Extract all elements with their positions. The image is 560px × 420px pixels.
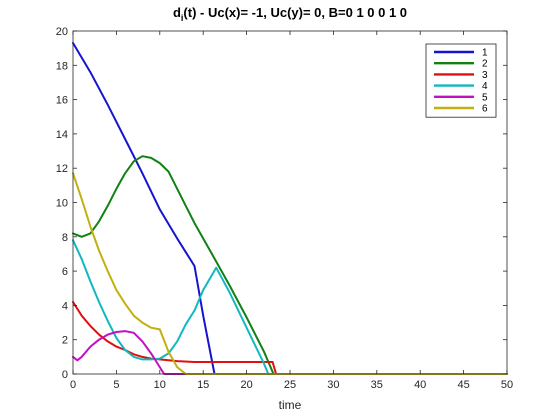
x-tick-label: 15	[197, 379, 209, 391]
legend-label-1: 1	[482, 48, 488, 59]
title-main: d	[173, 5, 181, 20]
y-tick-label: 4	[62, 300, 68, 312]
y-tick-label: 20	[56, 26, 68, 38]
legend-label-6: 6	[482, 104, 488, 115]
chart-title: di(t) - Uc(x)= -1, Uc(y)= 0, B=0 1 0 0 1…	[173, 5, 407, 23]
y-tick-label: 18	[56, 60, 68, 72]
title-rest: (t) - Uc(x)= -1, Uc(y)= 0, B=0 1 0 0 1 0	[183, 5, 407, 20]
series-line-5	[72, 330, 508, 375]
legend-box	[425, 43, 497, 118]
x-tick-label: 5	[113, 379, 119, 391]
legend-label-2: 2	[482, 59, 488, 70]
y-tick-label: 10	[56, 198, 68, 210]
y-tick-label: 6	[62, 266, 68, 278]
legend-label-3: 3	[482, 70, 488, 81]
x-axis-label: time	[279, 398, 302, 412]
x-tick-label: 30	[327, 379, 339, 391]
legend-label-5: 5	[482, 92, 488, 103]
legend-label-4: 4	[482, 81, 488, 92]
x-tick-label: 20	[240, 379, 252, 391]
series-line-2	[72, 155, 508, 375]
series-group	[72, 42, 508, 375]
x-tick-label: 35	[371, 379, 383, 391]
y-tick-label: 8	[62, 232, 68, 244]
x-tick-label: 50	[501, 379, 513, 391]
y-tick-label: 2	[62, 335, 68, 347]
x-tick-label: 25	[284, 379, 296, 391]
y-tick-label: 14	[56, 129, 68, 141]
series-line-6	[72, 172, 508, 375]
series-line-1	[72, 42, 508, 375]
x-tick-label: 0	[70, 379, 76, 391]
x-tick-label: 40	[414, 379, 426, 391]
y-tick-label: 0	[62, 369, 68, 381]
x-tick-label: 45	[457, 379, 469, 391]
series-line-4	[72, 239, 508, 375]
y-tick-label: 12	[56, 163, 68, 175]
y-tick-label: 16	[56, 95, 68, 107]
title-subscript: i	[181, 13, 184, 23]
x-tick-label: 10	[154, 379, 166, 391]
